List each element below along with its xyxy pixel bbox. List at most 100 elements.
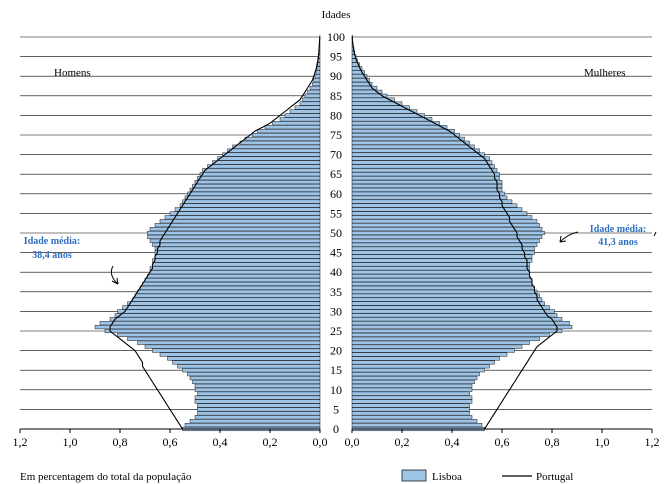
bar-mulheres-age-6: [351, 403, 470, 408]
bar-homens-age-21: [144, 344, 321, 349]
bar-homens-age-71: [227, 148, 321, 153]
bar-mulheres-age-66: [351, 168, 498, 173]
female-mean-tick: [653, 231, 657, 237]
bar-mulheres-age-34: [351, 293, 540, 298]
bar-homens-age-63: [194, 179, 321, 185]
age-tick-60: 60: [330, 187, 342, 201]
bar-mulheres-age-70: [351, 152, 485, 157]
bar-mulheres-age-60: [351, 191, 505, 196]
bar-mulheres-age-42: [351, 262, 530, 267]
bar-mulheres-age-51: [351, 227, 543, 232]
bar-homens-age-16: [177, 364, 321, 369]
bar-mulheres-age-84: [351, 97, 395, 102]
bar-mulheres-age-62: [351, 183, 503, 189]
bar-mulheres-age-39: [351, 274, 530, 279]
bar-mulheres-age-44: [351, 254, 533, 259]
bar-mulheres-age-63: [351, 179, 503, 185]
bar-mulheres-age-24: [351, 332, 550, 337]
male-mean-arrowhead: [111, 277, 119, 285]
bar-mulheres-age-64: [351, 176, 500, 181]
bar-mulheres-age-90: [351, 74, 368, 79]
bar-homens-age-28: [109, 317, 321, 322]
x-tick-right-3: 0,6: [495, 435, 510, 449]
bar-mulheres-age-33: [351, 297, 543, 302]
bar-homens-age-65: [199, 172, 321, 177]
bar-homens-age-26: [94, 325, 321, 330]
age-tick-75: 75: [330, 128, 342, 142]
bar-homens-age-17: [172, 360, 321, 365]
age-tick-65: 65: [330, 167, 342, 181]
bar-homens-age-42: [152, 262, 321, 267]
portugal-lines-group: [109, 36, 558, 430]
bar-mulheres-age-26: [351, 325, 573, 330]
age-tick-15: 15: [330, 363, 342, 377]
bar-mulheres-age-54: [351, 215, 533, 220]
age-tick-55: 55: [330, 206, 342, 220]
x-tick-left-4: 0,4: [213, 435, 228, 449]
bar-mulheres-age-3: [351, 415, 473, 420]
bar-mulheres-age-88: [351, 81, 373, 87]
bar-homens-age-52: [154, 223, 321, 228]
bar-homens-age-31: [122, 305, 321, 310]
bar-homens-age-33: [132, 297, 321, 302]
x-tick-right-0: 0,0: [345, 435, 360, 449]
female-mean-label: Idade média:: [590, 224, 646, 235]
bar-homens-age-40: [149, 270, 321, 275]
bar-mulheres-age-73: [351, 140, 470, 145]
bar-mulheres-age-67: [351, 164, 495, 169]
bar-homens-age-7: [194, 399, 321, 404]
bar-homens-age-93: [317, 62, 321, 67]
bar-homens-age-1: [184, 423, 321, 428]
bar-mulheres-age-78: [351, 121, 440, 126]
legend-lisboa-label: Lisboa: [432, 471, 462, 483]
bar-homens-age-2: [189, 419, 321, 424]
age-tick-70: 70: [330, 148, 342, 162]
bar-mulheres-age-9: [351, 391, 470, 396]
bar-homens-age-75: [252, 132, 321, 138]
legend-lisboa-swatch: [401, 469, 427, 482]
line-portugal-mulheres: [351, 36, 558, 430]
bar-homens-age-85: [304, 93, 321, 98]
bar-mulheres-age-27: [351, 321, 570, 326]
bar-homens-age-50: [147, 230, 321, 236]
bar-homens-age-89: [313, 78, 321, 83]
bar-mulheres-age-23: [351, 336, 540, 341]
bar-mulheres-age-65: [351, 172, 500, 177]
bar-homens-age-68: [212, 160, 321, 165]
bar-homens-age-9: [197, 391, 321, 396]
bar-homens-age-72: [232, 144, 321, 149]
bar-homens-age-60: [187, 191, 321, 196]
bar-homens-age-88: [312, 81, 321, 87]
bar-mulheres-age-16: [351, 364, 490, 369]
bar-homens-age-32: [127, 301, 321, 306]
bar-homens-age-5: [197, 407, 321, 412]
bar-homens-age-12: [192, 379, 321, 385]
bar-mulheres-age-19: [351, 352, 508, 357]
bar-homens-age-14: [187, 372, 321, 377]
bar-mulheres-age-21: [351, 344, 523, 349]
bar-homens-age-69: [217, 156, 321, 161]
bar-homens-age-3: [194, 415, 321, 420]
bar-homens-age-56: [174, 207, 321, 212]
bar-homens-age-76: [257, 129, 321, 134]
bar-mulheres-age-32: [351, 301, 545, 306]
age-tick-95: 95: [330, 50, 342, 64]
bar-mulheres-age-8: [351, 395, 473, 400]
bar-homens-age-61: [189, 187, 321, 192]
bar-mulheres-age-49: [351, 234, 543, 239]
bar-mulheres-age-75: [351, 132, 460, 138]
male-mean-value: 38,4 anos: [32, 250, 72, 261]
bar-mulheres-age-2: [351, 419, 478, 424]
age-tick-45: 45: [330, 246, 342, 260]
bar-mulheres-age-46: [351, 246, 535, 251]
age-tick-100: 100: [327, 30, 345, 44]
age-tick-30: 30: [330, 304, 342, 318]
bar-mulheres-age-81: [351, 109, 418, 114]
bar-homens-age-43: [152, 258, 321, 263]
bar-mulheres-age-59: [351, 195, 508, 200]
bar-mulheres-age-20: [351, 348, 515, 353]
bar-mulheres-age-7: [351, 399, 473, 404]
bar-mulheres-age-68: [351, 160, 493, 165]
bar-mulheres-age-45: [351, 250, 535, 255]
